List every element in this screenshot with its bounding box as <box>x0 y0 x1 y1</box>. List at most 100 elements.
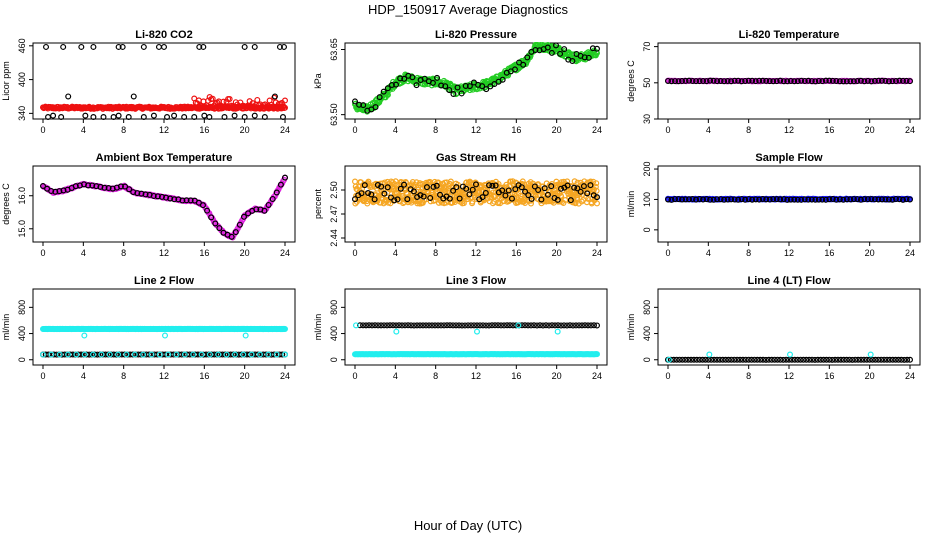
data-point <box>700 78 707 85</box>
data-point <box>768 356 775 363</box>
data-point <box>667 356 674 363</box>
y-tick-label: 15.0 <box>17 220 27 238</box>
data-point <box>505 187 512 194</box>
data-point <box>588 322 595 329</box>
data-point <box>752 196 759 203</box>
data-point <box>857 77 864 84</box>
data-point <box>773 78 780 85</box>
data-point <box>869 356 876 363</box>
data-point <box>363 322 370 329</box>
x-tick-label: 0 <box>352 125 357 135</box>
data-point <box>404 196 411 203</box>
data-point <box>742 356 749 363</box>
data-point <box>834 356 841 363</box>
data-point <box>766 196 773 203</box>
data-point <box>262 351 269 358</box>
data-point <box>791 196 798 203</box>
data-point <box>117 183 124 190</box>
data-point <box>896 77 903 84</box>
data-point <box>571 178 578 185</box>
data-point <box>815 196 822 203</box>
data-point <box>811 356 818 363</box>
data-point <box>540 322 547 329</box>
data-point <box>181 351 188 358</box>
data-point <box>707 196 714 203</box>
data-point <box>150 112 157 119</box>
series-extras <box>353 322 561 335</box>
data-point <box>829 77 836 84</box>
data-point <box>271 351 278 358</box>
data-point <box>696 196 703 203</box>
data-point <box>154 351 161 358</box>
data-point <box>282 97 289 104</box>
y-axis-label: ml/min <box>626 191 636 218</box>
data-point <box>731 77 738 84</box>
data-point <box>519 178 526 185</box>
data-point <box>518 184 525 191</box>
y-tick-label: 0 <box>642 357 652 362</box>
data-point <box>100 113 107 120</box>
data-point <box>868 196 875 203</box>
data-point <box>820 356 827 363</box>
data-point <box>878 77 885 84</box>
data-point <box>466 191 473 198</box>
data-point <box>875 196 882 203</box>
panel-sample_flow: Sample Flow ml/min 0 4 8 12 16 20 24 0 100 200 <box>626 152 921 258</box>
data-point <box>130 93 137 100</box>
data-point <box>558 185 565 192</box>
data-point <box>384 85 391 92</box>
data-point <box>450 187 457 194</box>
x-tick-label: 8 <box>433 125 438 135</box>
data-point <box>423 322 430 329</box>
data-point <box>353 322 360 329</box>
data-point <box>269 195 276 202</box>
data-point <box>414 322 421 329</box>
x-tick-label: 16 <box>824 371 834 381</box>
data-point <box>101 184 108 191</box>
data-point <box>826 77 833 84</box>
data-point <box>491 198 498 205</box>
y-tick-label: 400 <box>17 72 27 87</box>
data-point <box>492 322 499 329</box>
data-point <box>666 356 673 363</box>
panel-title: Li-820 Pressure <box>435 29 517 41</box>
data-point <box>832 356 839 363</box>
x-tick-label: 12 <box>471 248 481 258</box>
data-point <box>672 196 679 203</box>
data-point <box>65 93 72 100</box>
y-tick-label: 460 <box>17 38 27 53</box>
data-point <box>739 356 746 363</box>
data-point <box>446 195 453 202</box>
data-point <box>721 78 728 85</box>
data-point <box>805 196 812 203</box>
data-point <box>906 356 913 363</box>
data-point <box>724 78 731 85</box>
data-point <box>352 98 359 105</box>
data-point <box>208 214 215 221</box>
x-tick-label: 20 <box>552 125 562 135</box>
data-point <box>770 196 777 203</box>
data-point <box>737 356 744 363</box>
data-point <box>567 322 574 329</box>
data-point <box>226 96 233 103</box>
data-point <box>458 90 465 97</box>
data-point <box>256 351 263 358</box>
panel-title: Line 4 (LT) Flow <box>748 275 831 287</box>
data-point <box>280 103 287 110</box>
data-point <box>752 78 759 85</box>
data-point <box>808 196 815 203</box>
data-point <box>525 322 532 329</box>
data-point <box>532 47 539 54</box>
data-point <box>421 75 428 82</box>
data-point <box>73 351 80 358</box>
data-point <box>381 322 388 329</box>
data-point <box>857 196 864 203</box>
x-tick-label: 12 <box>159 371 169 381</box>
x-tick-label: 8 <box>121 371 126 381</box>
data-point <box>446 87 453 94</box>
data-point <box>538 196 545 203</box>
data-point <box>587 182 594 189</box>
data-point <box>544 191 551 198</box>
data-point <box>892 78 899 85</box>
data-point <box>435 322 442 329</box>
